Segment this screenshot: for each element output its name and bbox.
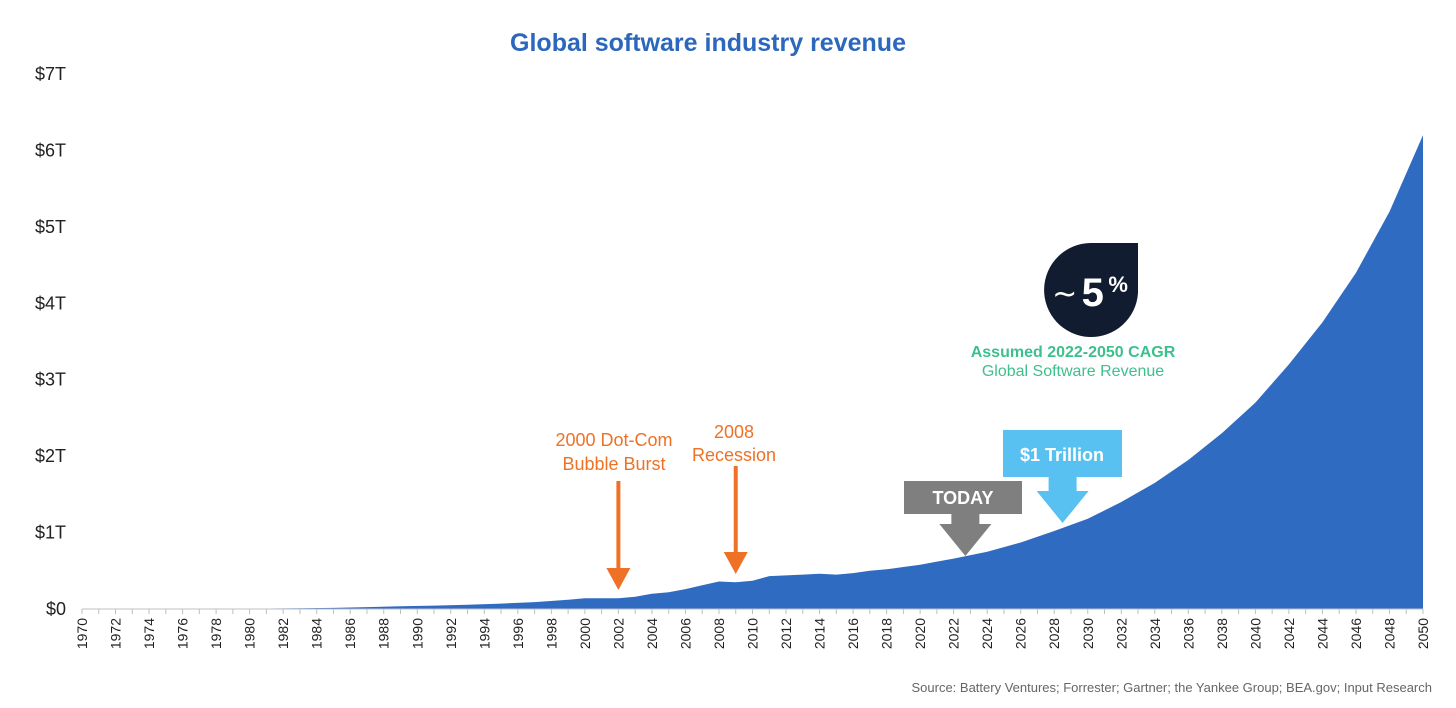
today-arrow-icon — [904, 481, 1022, 556]
today-label: TODAY — [932, 488, 993, 508]
recession-label-line1: 2008 — [714, 422, 754, 442]
x-tick-label: 1994 — [476, 618, 492, 649]
x-tick-label: 2036 — [1180, 618, 1196, 649]
x-tick-label: 2040 — [1247, 618, 1263, 649]
trillion-callout: $1 Trillion — [1003, 430, 1122, 523]
y-tick-label: $7T — [35, 64, 66, 84]
chart-title: Global software industry revenue — [510, 29, 906, 57]
x-tick-label: 2004 — [644, 618, 660, 649]
x-tick-label: 2014 — [812, 618, 828, 649]
x-tick-label: 1998 — [543, 618, 559, 649]
x-tick-label: 2018 — [879, 618, 895, 649]
x-tick-label: 1984 — [309, 618, 325, 649]
x-tick-label: 2010 — [745, 618, 761, 649]
trillion-label: $1 Trillion — [1020, 445, 1104, 465]
x-tick-label: 2002 — [610, 618, 626, 649]
x-tick-label: 2020 — [912, 618, 928, 649]
x-tick-label: 1978 — [208, 618, 224, 649]
y-tick-label: $6T — [35, 140, 66, 160]
x-tick-label: 1972 — [108, 618, 124, 649]
dotcom-label-line2: Bubble Burst — [562, 454, 665, 474]
x-tick-label: 2024 — [979, 618, 995, 649]
x-tick-label: 1990 — [409, 618, 425, 649]
x-tick-label: 2042 — [1281, 618, 1297, 649]
x-tick-label: 2034 — [1147, 618, 1163, 649]
x-tick-label: 2030 — [1080, 618, 1096, 649]
x-tick-label: 2046 — [1348, 618, 1364, 649]
x-tick-label: 1996 — [510, 618, 526, 649]
cagr-title: Assumed 2022-2050 CAGR — [971, 344, 1176, 361]
plot-area — [82, 135, 1423, 609]
dotcom-arrow-icon — [606, 481, 631, 590]
y-tick-label: $1T — [35, 523, 66, 543]
x-tick-label: 1970 — [74, 618, 90, 649]
source-note: Source: Battery Ventures; Forrester; Gar… — [911, 680, 1432, 695]
x-tick-label: 2000 — [577, 618, 593, 649]
y-tick-label: $0 — [46, 599, 66, 619]
x-axis: 1970 1972 1974 1976 1978 1980 1982 1984 1986 1988… — [74, 608, 1431, 649]
x-tick-label: 1988 — [376, 618, 392, 649]
x-tick-label: 2026 — [1013, 618, 1029, 649]
y-tick-label: $2T — [35, 446, 66, 466]
trillion-arrow-icon — [1003, 430, 1122, 523]
x-tick-label: 1982 — [275, 618, 291, 649]
x-tick-label: 1980 — [242, 618, 258, 649]
x-tick-label: 2048 — [1381, 618, 1397, 649]
x-tick-label: 2022 — [946, 618, 962, 649]
x-tick-label: 1986 — [342, 618, 358, 649]
x-tick-label: 1992 — [443, 618, 459, 649]
x-tick-label: 2032 — [1113, 618, 1129, 649]
today-callout: TODAY — [904, 481, 1022, 556]
recession-arrow-icon — [723, 466, 748, 574]
y-axis-ticks: $0 $1T $2T $3T $4T $5T $6T $7T — [35, 64, 66, 619]
cagr-badge: ~ 5 % Assumed 2022-2050 CAGR Global Soft… — [971, 243, 1176, 380]
y-tick-label: $3T — [35, 370, 66, 390]
arrow-head — [606, 568, 631, 590]
x-tick-label: 2044 — [1314, 618, 1330, 649]
x-tick-label: 2028 — [1046, 618, 1062, 649]
x-tick-label: 1976 — [175, 618, 191, 649]
x-tick-label: 1974 — [141, 618, 157, 649]
badge-number: 5 — [1082, 271, 1104, 315]
badge-text: ~ 5 % — [1052, 271, 1128, 315]
dotcom-annotation: 2000 Dot-Com Bubble Burst — [555, 430, 673, 590]
arrow-head — [723, 552, 748, 574]
y-tick-label: $4T — [35, 293, 66, 313]
x-tick-label: 2016 — [845, 618, 861, 649]
badge-percent: % — [1108, 272, 1128, 297]
x-tick-label: 2008 — [711, 618, 727, 649]
x-tick-label: 2012 — [778, 618, 794, 649]
x-tick-label: 2038 — [1214, 618, 1230, 649]
x-tick-label: 2050 — [1415, 618, 1431, 649]
badge-drop-icon — [1044, 243, 1138, 337]
cagr-subtitle: Global Software Revenue — [982, 363, 1164, 380]
badge-tilde: ~ — [1052, 277, 1077, 312]
recession-annotation: 2008 Recession — [692, 422, 776, 574]
y-tick-label: $5T — [35, 217, 66, 237]
x-tick-label: 2006 — [677, 618, 693, 649]
recession-label-line2: Recession — [692, 445, 776, 465]
revenue-area — [82, 135, 1423, 609]
dotcom-label-line1: 2000 Dot-Com — [555, 430, 672, 450]
